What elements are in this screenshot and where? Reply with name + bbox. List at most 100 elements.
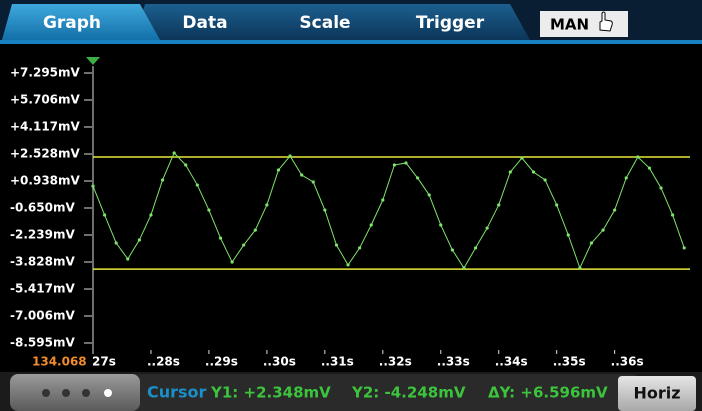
- horiz-button[interactable]: [618, 376, 696, 411]
- signal-point: [404, 161, 408, 165]
- signal-point: [253, 228, 257, 232]
- mode-label: MAN: [550, 16, 589, 34]
- signal-point: [91, 184, 95, 188]
- x-tick-label: ..31s: [321, 355, 354, 369]
- signal-point: [555, 203, 559, 207]
- signal-point: [114, 241, 118, 245]
- cursor-y2: Y2: -4.248mV: [351, 384, 466, 402]
- signal-point: [671, 213, 675, 217]
- y-tick-label: +2.528mV: [10, 147, 81, 161]
- signal-point: [195, 183, 199, 187]
- signal-point: [601, 228, 605, 232]
- x-tick-label: ..35s: [553, 355, 586, 369]
- dot: [42, 389, 50, 397]
- signal-point: [102, 213, 107, 217]
- y-tick-label: -3.828mV: [10, 255, 75, 269]
- tab-label: Trigger: [416, 13, 485, 33]
- x-tick-label: ..29s: [205, 355, 238, 369]
- signal-point: [207, 208, 211, 212]
- signal-point: [276, 168, 281, 172]
- signal-point: [369, 223, 373, 227]
- signal-point: [242, 243, 246, 247]
- signal-point: [566, 233, 570, 237]
- x-origin-label: 134.068: [32, 355, 87, 369]
- dot: [62, 389, 70, 397]
- tab[interactable]: [135, 4, 285, 40]
- signal-point: [497, 203, 501, 207]
- y-tick-label: -2.239mV: [10, 228, 75, 242]
- y-tick-label: -8.595mV: [10, 336, 75, 350]
- x-tick-label: ..34s: [495, 355, 528, 369]
- signal-point: [508, 170, 512, 174]
- x-tick-label: ..33s: [437, 355, 470, 369]
- cursor-delta: ΔY: +6.596mV: [488, 384, 608, 402]
- signal-line: [92, 152, 685, 270]
- signal-point: [415, 176, 420, 180]
- signal-point: [462, 266, 466, 270]
- signal-point: [381, 198, 385, 202]
- tab[interactable]: [370, 4, 530, 40]
- horiz-label: Horiz: [633, 384, 680, 403]
- signal-point: [300, 173, 304, 177]
- y-tick-label: +5.706mV: [10, 93, 81, 107]
- signal-point: [311, 180, 315, 184]
- x-tick-label: ..28s: [147, 355, 180, 369]
- cursor-panel: [10, 374, 640, 411]
- y-tick-label: -7.006mV: [10, 309, 75, 323]
- signal-point: [682, 246, 686, 250]
- tab-label: Graph: [43, 13, 101, 33]
- plot: [86, 57, 100, 350]
- signal-point: [578, 266, 582, 270]
- tab[interactable]: [252, 4, 402, 40]
- y-tick-label: +7.295mV: [10, 66, 81, 80]
- cursor-title: Cursor: [147, 383, 207, 402]
- tab-active[interactable]: [2, 4, 160, 40]
- tab-underline: [0, 40, 702, 44]
- x-tick-label: ..30s: [263, 355, 296, 369]
- x-tick-label: ..36s: [611, 355, 644, 369]
- x-tick-label: 27s: [92, 355, 116, 369]
- signal-point: [636, 155, 640, 159]
- signal-point: [160, 178, 165, 182]
- signal-point: [149, 213, 153, 217]
- signal-point: [427, 193, 431, 197]
- tab-label: Scale: [299, 13, 350, 33]
- signal-point: [624, 176, 628, 180]
- signal-point: [485, 226, 489, 230]
- y-tick-label: +0.938mV: [10, 174, 81, 188]
- signal-point: [230, 260, 234, 264]
- mode-button[interactable]: [540, 11, 628, 37]
- signal-point: [392, 163, 396, 167]
- signal-point: [473, 246, 478, 250]
- signal-point: [323, 208, 327, 212]
- y-tick-label: -5.417mV: [10, 282, 75, 296]
- signal-point: [358, 246, 362, 250]
- signal-point: [334, 243, 339, 247]
- y-tick-label: -0.650mV: [10, 201, 75, 215]
- signal-point: [218, 236, 223, 240]
- signal-point: [265, 203, 269, 207]
- x-tick-label: ..32s: [379, 355, 412, 369]
- signal-point: [184, 163, 188, 167]
- signal-point: [172, 151, 176, 155]
- signal-point: [126, 257, 130, 261]
- signal-point: [531, 170, 536, 174]
- signal-point: [288, 154, 292, 158]
- signal-point: [647, 166, 652, 170]
- signal-point: [346, 263, 350, 267]
- signal-point: [659, 186, 663, 190]
- signal-point: [439, 223, 443, 227]
- dot: [82, 389, 90, 397]
- signal-point: [450, 248, 454, 252]
- page-dots[interactable]: [10, 374, 140, 411]
- y-tick-label: +4.117mV: [10, 120, 81, 134]
- marker-triangle: [86, 57, 100, 65]
- hand-icon: [599, 11, 613, 32]
- signal-point: [543, 178, 547, 182]
- dot: [104, 389, 112, 397]
- tab-label: Data: [182, 13, 227, 33]
- signal-point: [613, 208, 617, 212]
- signal-point: [589, 241, 594, 245]
- cursor-y1: Y1: +2.348mV: [210, 384, 331, 402]
